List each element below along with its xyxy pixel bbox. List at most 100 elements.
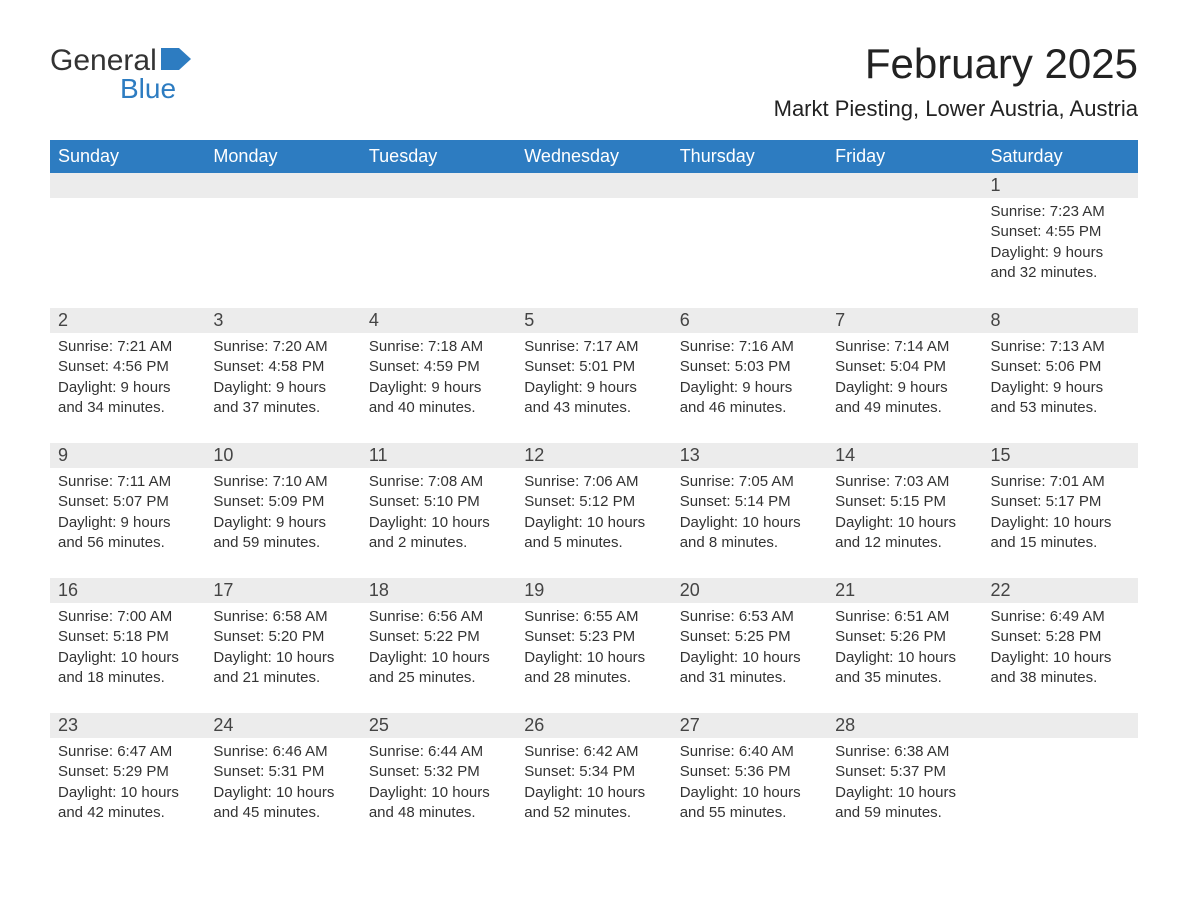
sunset-line: Sunset: 5:01 PM (524, 357, 663, 377)
day-content-cell: Sunrise: 6:56 AMSunset: 5:22 PMDaylight:… (361, 603, 516, 713)
daylight-line: Daylight: 9 hours and 40 minutes. (369, 378, 508, 419)
day-number-cell: 18 (361, 578, 516, 603)
sunrise-line: Sunrise: 6:49 AM (991, 607, 1130, 627)
sunrise-line: Sunrise: 7:05 AM (680, 472, 819, 492)
sunrise-line: Sunrise: 7:21 AM (58, 337, 197, 357)
day-content-cell: Sunrise: 7:17 AMSunset: 5:01 PMDaylight:… (516, 333, 671, 443)
day-number-cell: 12 (516, 443, 671, 468)
day-content-row: Sunrise: 6:47 AMSunset: 5:29 PMDaylight:… (50, 738, 1138, 848)
sunset-line: Sunset: 5:15 PM (835, 492, 974, 512)
day-number-cell: 5 (516, 308, 671, 333)
calendar-table: SundayMondayTuesdayWednesdayThursdayFrid… (50, 140, 1138, 848)
day-content-cell: Sunrise: 7:23 AMSunset: 4:55 PMDaylight:… (983, 198, 1138, 308)
sunset-line: Sunset: 5:29 PM (58, 762, 197, 782)
logo: General Blue (50, 46, 191, 101)
dow-header: Wednesday (516, 140, 671, 173)
day-number-cell (361, 173, 516, 198)
logo-flag-icon (161, 48, 191, 75)
day-number-cell (827, 173, 982, 198)
sunset-line: Sunset: 5:06 PM (991, 357, 1130, 377)
sunset-line: Sunset: 5:07 PM (58, 492, 197, 512)
sunset-line: Sunset: 4:59 PM (369, 357, 508, 377)
dow-header: Sunday (50, 140, 205, 173)
sunrise-line: Sunrise: 6:51 AM (835, 607, 974, 627)
day-number-cell: 21 (827, 578, 982, 603)
daylight-line: Daylight: 10 hours and 48 minutes. (369, 783, 508, 824)
sunset-line: Sunset: 5:03 PM (680, 357, 819, 377)
sunset-line: Sunset: 5:26 PM (835, 627, 974, 647)
day-number-cell: 15 (983, 443, 1138, 468)
day-number-cell: 25 (361, 713, 516, 738)
sunrise-line: Sunrise: 7:16 AM (680, 337, 819, 357)
sunset-line: Sunset: 5:32 PM (369, 762, 508, 782)
sunrise-line: Sunrise: 7:01 AM (991, 472, 1130, 492)
day-content-cell: Sunrise: 6:47 AMSunset: 5:29 PMDaylight:… (50, 738, 205, 848)
sunrise-line: Sunrise: 7:17 AM (524, 337, 663, 357)
sunset-line: Sunset: 5:31 PM (213, 762, 352, 782)
day-content-cell: Sunrise: 7:14 AMSunset: 5:04 PMDaylight:… (827, 333, 982, 443)
sunrise-line: Sunrise: 6:55 AM (524, 607, 663, 627)
daylight-line: Daylight: 10 hours and 52 minutes. (524, 783, 663, 824)
day-number-cell: 10 (205, 443, 360, 468)
day-number-cell: 8 (983, 308, 1138, 333)
day-content-cell: Sunrise: 6:58 AMSunset: 5:20 PMDaylight:… (205, 603, 360, 713)
day-number-cell: 17 (205, 578, 360, 603)
day-content-cell: Sunrise: 7:05 AMSunset: 5:14 PMDaylight:… (672, 468, 827, 578)
day-number-row: 9101112131415 (50, 443, 1138, 468)
day-number-cell: 22 (983, 578, 1138, 603)
daylight-line: Daylight: 9 hours and 49 minutes. (835, 378, 974, 419)
daylight-line: Daylight: 9 hours and 32 minutes. (991, 243, 1130, 284)
sunset-line: Sunset: 5:17 PM (991, 492, 1130, 512)
day-number-cell: 20 (672, 578, 827, 603)
day-content-cell: Sunrise: 7:20 AMSunset: 4:58 PMDaylight:… (205, 333, 360, 443)
sunrise-line: Sunrise: 6:47 AM (58, 742, 197, 762)
day-content-cell (827, 198, 982, 308)
daylight-line: Daylight: 10 hours and 42 minutes. (58, 783, 197, 824)
daylight-line: Daylight: 9 hours and 37 minutes. (213, 378, 352, 419)
day-content-cell: Sunrise: 6:44 AMSunset: 5:32 PMDaylight:… (361, 738, 516, 848)
location-subtitle: Markt Piesting, Lower Austria, Austria (774, 96, 1138, 122)
sunrise-line: Sunrise: 6:42 AM (524, 742, 663, 762)
sunrise-line: Sunrise: 7:18 AM (369, 337, 508, 357)
day-number-cell: 16 (50, 578, 205, 603)
day-content-cell: Sunrise: 7:08 AMSunset: 5:10 PMDaylight:… (361, 468, 516, 578)
sunset-line: Sunset: 5:10 PM (369, 492, 508, 512)
sunset-line: Sunset: 5:25 PM (680, 627, 819, 647)
day-content-cell (672, 198, 827, 308)
day-number-cell: 1 (983, 173, 1138, 198)
title-block: February 2025 Markt Piesting, Lower Aust… (774, 40, 1138, 122)
day-number-cell: 24 (205, 713, 360, 738)
day-number-cell: 9 (50, 443, 205, 468)
day-of-week-header-row: SundayMondayTuesdayWednesdayThursdayFrid… (50, 140, 1138, 173)
day-number-cell: 14 (827, 443, 982, 468)
sunrise-line: Sunrise: 7:08 AM (369, 472, 508, 492)
day-content-cell: Sunrise: 7:10 AMSunset: 5:09 PMDaylight:… (205, 468, 360, 578)
sunset-line: Sunset: 5:37 PM (835, 762, 974, 782)
day-number-cell: 26 (516, 713, 671, 738)
day-content-cell: Sunrise: 6:51 AMSunset: 5:26 PMDaylight:… (827, 603, 982, 713)
sunset-line: Sunset: 5:09 PM (213, 492, 352, 512)
day-number-cell: 13 (672, 443, 827, 468)
daylight-line: Daylight: 10 hours and 55 minutes. (680, 783, 819, 824)
day-content-cell (50, 198, 205, 308)
day-content-cell: Sunrise: 6:38 AMSunset: 5:37 PMDaylight:… (827, 738, 982, 848)
sunrise-line: Sunrise: 7:13 AM (991, 337, 1130, 357)
day-number-cell (983, 713, 1138, 738)
daylight-line: Daylight: 9 hours and 34 minutes. (58, 378, 197, 419)
sunrise-line: Sunrise: 7:14 AM (835, 337, 974, 357)
daylight-line: Daylight: 9 hours and 43 minutes. (524, 378, 663, 419)
day-number-row: 232425262728 (50, 713, 1138, 738)
daylight-line: Daylight: 10 hours and 15 minutes. (991, 513, 1130, 554)
sunrise-line: Sunrise: 7:06 AM (524, 472, 663, 492)
daylight-line: Daylight: 10 hours and 45 minutes. (213, 783, 352, 824)
daylight-line: Daylight: 10 hours and 21 minutes. (213, 648, 352, 689)
day-number-cell: 4 (361, 308, 516, 333)
sunrise-line: Sunrise: 6:56 AM (369, 607, 508, 627)
day-content-cell (205, 198, 360, 308)
sunrise-line: Sunrise: 6:44 AM (369, 742, 508, 762)
daylight-line: Daylight: 10 hours and 35 minutes. (835, 648, 974, 689)
sunset-line: Sunset: 5:04 PM (835, 357, 974, 377)
day-content-cell: Sunrise: 6:55 AMSunset: 5:23 PMDaylight:… (516, 603, 671, 713)
sunset-line: Sunset: 5:12 PM (524, 492, 663, 512)
day-number-cell (205, 173, 360, 198)
